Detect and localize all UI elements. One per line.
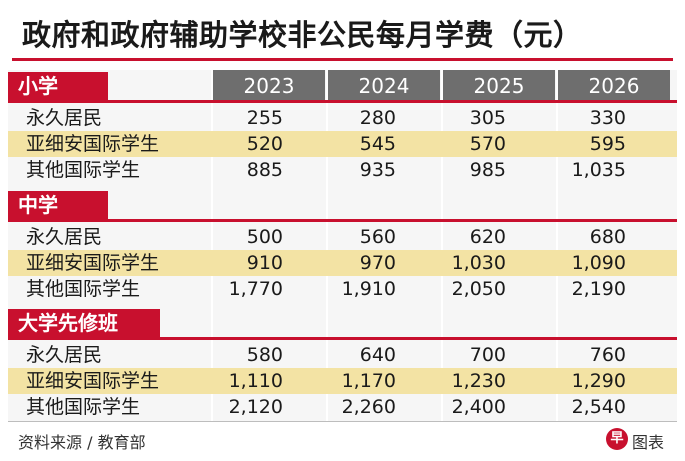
graphic-label: 图表 xyxy=(632,433,665,452)
fee-cell: 255 xyxy=(246,107,283,129)
table-row: 其他国际学生 885 935 985 1,035 xyxy=(8,157,677,183)
section-label: 中学 xyxy=(8,191,108,219)
fee-cell: 1,035 xyxy=(571,159,626,181)
title-area: 政府和政府辅助学校非公民每月学费（元） xyxy=(8,6,677,61)
fee-cell: 1,110 xyxy=(228,370,283,392)
fee-cell: 700 xyxy=(469,344,506,366)
fee-cell: 970 xyxy=(359,252,396,274)
chart-title: 政府和政府辅助学校非公民每月学费（元） xyxy=(22,18,583,52)
fee-cell: 2,050 xyxy=(451,278,506,300)
fee-cell: 520 xyxy=(246,133,283,155)
fee-cell: 330 xyxy=(589,107,626,129)
footer-divider xyxy=(8,421,677,422)
row-label: 亚细安国际学生 xyxy=(26,370,160,392)
fee-cell: 580 xyxy=(246,344,283,366)
source-note: 资料来源 / 教育部 xyxy=(18,433,146,452)
zaobao-logo-icon: 早 xyxy=(606,428,628,450)
row-label: 其他国际学生 xyxy=(26,159,141,181)
year-header-1: 2024 xyxy=(328,70,440,102)
fee-cell: 280 xyxy=(359,107,396,129)
fee-cell: 500 xyxy=(246,226,283,248)
fee-cell: 935 xyxy=(359,159,396,181)
column-separator xyxy=(326,70,328,421)
fee-cell: 1,910 xyxy=(341,278,396,300)
fee-cell: 620 xyxy=(469,226,506,248)
table-row: 永久居民 580 640 700 760 xyxy=(8,342,677,368)
column-separator xyxy=(441,70,443,421)
fee-cell: 595 xyxy=(589,133,626,155)
table-background xyxy=(8,70,677,421)
fee-cell: 640 xyxy=(359,344,396,366)
fee-cell: 2,540 xyxy=(571,396,626,418)
fee-cell: 1,170 xyxy=(341,370,396,392)
row-label: 永久居民 xyxy=(26,344,103,366)
table-row: 永久居民 500 560 620 680 xyxy=(8,224,677,250)
title-underline xyxy=(12,58,673,61)
section-label: 大学先修班 xyxy=(8,309,160,337)
fee-cell: 560 xyxy=(359,226,396,248)
year-header-3: 2026 xyxy=(558,70,670,102)
row-label: 其他国际学生 xyxy=(26,278,141,300)
fee-cell: 2,120 xyxy=(228,396,283,418)
section-divider xyxy=(8,100,677,103)
year-header-2: 2025 xyxy=(443,70,555,102)
section-label: 小学 xyxy=(8,72,108,100)
fee-cell: 1,090 xyxy=(571,252,626,274)
column-separator xyxy=(556,70,558,421)
fee-cell: 305 xyxy=(469,107,506,129)
fee-cell: 1,290 xyxy=(571,370,626,392)
fee-cell: 2,190 xyxy=(571,278,626,300)
row-label: 亚细安国际学生 xyxy=(26,133,160,155)
fee-cell: 1,030 xyxy=(451,252,506,274)
fee-cell: 910 xyxy=(246,252,283,274)
table-row: 其他国际学生 1,770 1,910 2,050 2,190 xyxy=(8,276,677,302)
table-row: 其他国际学生 2,120 2,260 2,400 2,540 xyxy=(8,394,677,420)
fee-cell: 545 xyxy=(359,133,396,155)
table-row: 亚细安国际学生 520 545 570 595 xyxy=(8,131,677,157)
table-row: 永久居民 255 280 305 330 xyxy=(8,105,677,131)
section-divider xyxy=(8,337,677,340)
fee-cell: 2,400 xyxy=(451,396,506,418)
fee-cell: 760 xyxy=(589,344,626,366)
fee-cell: 2,260 xyxy=(341,396,396,418)
section-divider xyxy=(8,219,677,222)
row-label: 亚细安国际学生 xyxy=(26,252,160,274)
row-label: 其他国际学生 xyxy=(26,396,141,418)
fee-cell: 985 xyxy=(469,159,506,181)
table-row: 亚细安国际学生 910 970 1,030 1,090 xyxy=(8,250,677,276)
row-label: 永久居民 xyxy=(26,226,103,248)
fee-cell: 1,230 xyxy=(451,370,506,392)
year-header-0: 2023 xyxy=(213,70,325,102)
fee-cell: 570 xyxy=(469,133,506,155)
column-separator xyxy=(211,70,213,421)
table-row: 亚细安国际学生 1,110 1,170 1,230 1,290 xyxy=(8,368,677,394)
fee-cell: 1,770 xyxy=(228,278,283,300)
fee-cell: 885 xyxy=(246,159,283,181)
fee-cell: 680 xyxy=(589,226,626,248)
row-label: 永久居民 xyxy=(26,107,103,129)
